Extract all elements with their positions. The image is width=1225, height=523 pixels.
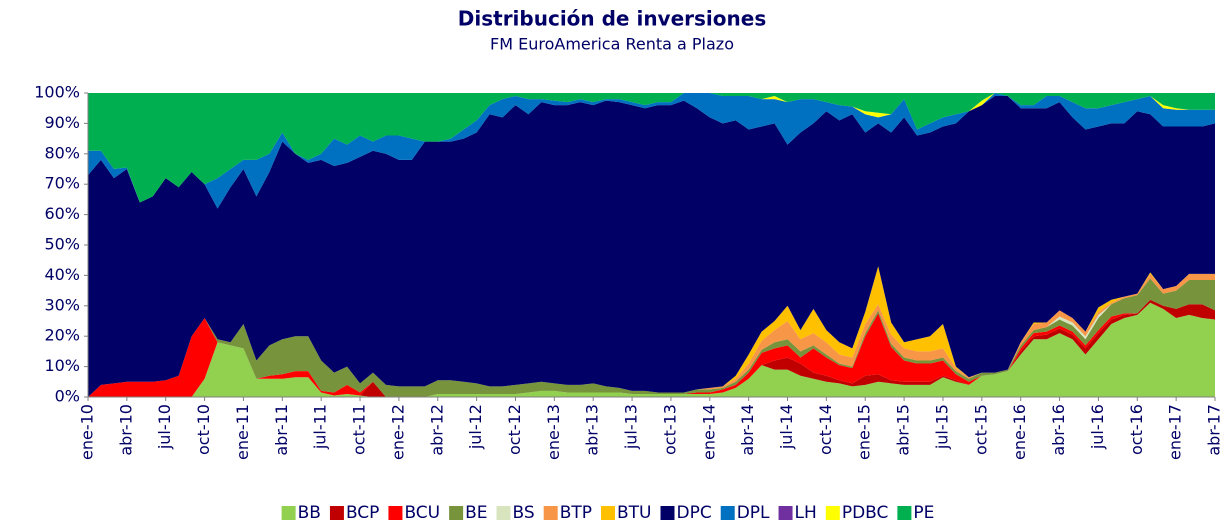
- x-tick-label: abr-14: [738, 404, 757, 456]
- legend-swatch: [825, 506, 840, 520]
- x-tick-label: oct-14: [816, 404, 835, 455]
- legend-label: PE: [913, 503, 934, 523]
- x-tick-label: abr-17: [1205, 404, 1224, 456]
- x-tick-label: abr-12: [427, 404, 446, 456]
- x-tick-label: abr-13: [583, 404, 602, 456]
- x-tick-label: oct-12: [505, 404, 524, 455]
- x-tick-label: abr-15: [894, 404, 913, 456]
- legend-swatch: [543, 506, 558, 520]
- y-tick-label: 20%: [44, 326, 80, 345]
- x-tick-label: abr-11: [272, 404, 291, 456]
- legend-swatch: [388, 506, 403, 520]
- legend-swatch: [329, 506, 344, 520]
- x-tick-label: jul-15: [932, 404, 951, 450]
- legend-label: PDBC: [842, 503, 889, 523]
- area: [88, 96, 1215, 397]
- y-tick-label: 50%: [44, 235, 80, 254]
- x-tick-label: oct-10: [194, 404, 213, 455]
- x-tick-label: ene-17: [1166, 404, 1185, 460]
- x-tick-label: ene-10: [78, 404, 97, 460]
- legend-label: BS: [513, 503, 535, 523]
- chart-subtitle: FM EuroAmerica Renta a Plazo: [490, 35, 734, 54]
- legend-swatch: [601, 506, 615, 520]
- x-tick-label: abr-16: [1049, 404, 1068, 456]
- x-tick-label: ene-13: [544, 404, 563, 460]
- y-tick-label: 90%: [44, 113, 80, 132]
- y-tick-label: 10%: [44, 356, 80, 375]
- legend-swatch: [897, 506, 912, 520]
- area: [88, 299, 1215, 397]
- x-tick-label: jul-13: [622, 404, 641, 450]
- x-tick-label: jul-12: [466, 404, 485, 450]
- x-tick-label: abr-10: [116, 404, 135, 456]
- legend-swatch: [778, 506, 793, 520]
- x-tick-label: jul-10: [155, 404, 174, 450]
- x-tick-label: ene-11: [233, 404, 252, 460]
- y-tick-label: 80%: [44, 143, 80, 162]
- x-tick-label: oct-16: [1127, 404, 1146, 455]
- x-tick-label: ene-16: [1010, 404, 1029, 460]
- legend-label: BCP: [346, 503, 380, 523]
- legend-swatch: [660, 506, 675, 520]
- x-tick-label: ene-12: [388, 404, 407, 460]
- x-tick-label: jul-11: [311, 404, 330, 450]
- x-tick-label: oct-11: [350, 404, 369, 455]
- chart-title: Distribución de inversiones: [458, 7, 766, 31]
- y-tick-label: 70%: [44, 174, 80, 193]
- x-tick-label: oct-13: [660, 404, 679, 455]
- legend-label: DPL: [737, 503, 770, 523]
- legend-label: BE: [465, 503, 487, 523]
- legend-swatch: [496, 506, 511, 520]
- legend-label: BTU: [617, 503, 652, 523]
- x-tick-label: ene-14: [699, 404, 718, 460]
- legend-swatch: [720, 506, 735, 520]
- legend-swatch: [449, 506, 464, 520]
- y-tick-label: 60%: [44, 204, 80, 223]
- legend-label: BTP: [560, 503, 592, 523]
- x-tick-label: jul-14: [777, 404, 796, 450]
- legend-swatch: [281, 506, 296, 520]
- x-tick-label: jul-16: [1088, 404, 1107, 450]
- x-tick-label: oct-15: [971, 404, 990, 455]
- area: [88, 302, 1215, 397]
- x-tick-label: ene-15: [855, 404, 874, 460]
- legend: BB BCP BCU BE BS BTP BTU DPC DPL LH PDBC PE: [281, 503, 934, 523]
- area: [88, 93, 1215, 203]
- y-tick-label: 100%: [34, 83, 80, 102]
- y-tick-label: 0%: [55, 387, 80, 406]
- y-tick-label: 30%: [44, 295, 80, 314]
- legend-label: BB: [298, 503, 321, 523]
- legend-label: LH: [795, 503, 817, 523]
- y-tick-label: 40%: [44, 265, 80, 284]
- area: [88, 93, 1215, 209]
- legend-label: DPC: [677, 503, 712, 523]
- legend-label: BCU: [404, 503, 440, 523]
